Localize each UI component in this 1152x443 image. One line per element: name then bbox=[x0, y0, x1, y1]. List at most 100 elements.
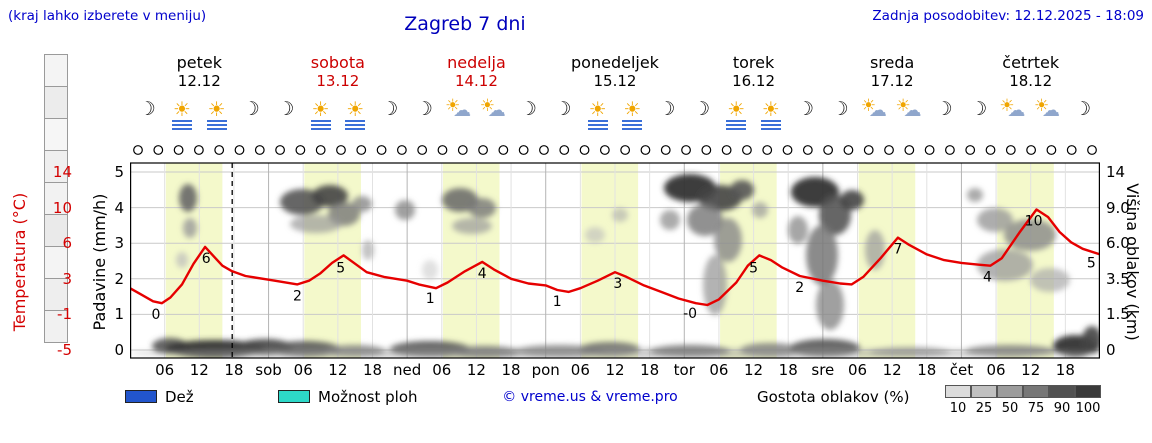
fog-lines-icon bbox=[587, 119, 608, 131]
time-tick-label: 12 bbox=[466, 361, 486, 379]
cloud-cover-marker bbox=[539, 145, 549, 155]
cloud-blob bbox=[176, 252, 188, 268]
moon-icon: ☽ bbox=[381, 98, 399, 120]
day-name: sobota bbox=[310, 53, 365, 72]
temperature-curve bbox=[130, 208, 1100, 307]
axis-tick-value: 10 bbox=[52, 198, 72, 217]
axis-tick-value: 6.0 bbox=[1106, 234, 1130, 253]
sun-cloud-icon: ☀ ☁ bbox=[860, 96, 887, 121]
temperature-colorbar-cell bbox=[44, 54, 68, 87]
cloud-cover-marker bbox=[417, 145, 428, 155]
moon-icon: ☽ bbox=[970, 98, 988, 120]
moon-icon: ☽ bbox=[415, 98, 433, 120]
day-date: 16.12 bbox=[732, 72, 776, 90]
sun-fog-icon: ☀ bbox=[338, 99, 372, 131]
cloud-blob bbox=[967, 188, 983, 202]
sun-cloud-icon: ☀ ☁ bbox=[445, 96, 472, 121]
cloud-blob bbox=[788, 216, 808, 244]
cloud-cover-marker bbox=[1005, 145, 1016, 155]
moon-icon: ☽ bbox=[935, 98, 953, 120]
temperature-colorbar-cell bbox=[44, 246, 68, 279]
cloud-cover-marker bbox=[478, 145, 488, 155]
day-name: četrtek bbox=[1002, 53, 1060, 72]
time-tick-label: 06 bbox=[432, 361, 452, 379]
cloud-blob bbox=[179, 184, 197, 212]
cloud-blob bbox=[730, 180, 754, 200]
time-tick-label: 06 bbox=[155, 361, 175, 379]
time-tick-label: 06 bbox=[293, 361, 313, 379]
moon-icon: ☽ bbox=[554, 98, 572, 120]
cloud-cover-marker bbox=[904, 145, 915, 155]
cloud-cover-marker bbox=[193, 145, 204, 155]
cloud-cover-marker bbox=[336, 145, 346, 155]
cloud-cover-marker bbox=[579, 145, 590, 155]
cloud-cover-marker bbox=[498, 145, 509, 155]
temperature-point-label: 2 bbox=[795, 280, 804, 296]
time-tick-label: 06 bbox=[709, 361, 729, 379]
cloud-blob bbox=[816, 280, 844, 330]
cloud-cover-marker bbox=[457, 145, 468, 155]
axis-tick-value: -5 bbox=[57, 341, 72, 359]
moon-icon: ☽ bbox=[693, 98, 711, 120]
sun-cloud-icon: ☀ ☁ bbox=[999, 96, 1026, 121]
temperature-colorbar-cell bbox=[44, 310, 68, 343]
temperature-colorbar-cell bbox=[44, 214, 68, 247]
cloud-cover-marker bbox=[721, 145, 732, 155]
sun-fog-icon: ☀ bbox=[200, 99, 234, 131]
axis-tick-value: 0 bbox=[1106, 341, 1116, 359]
cloud-blob bbox=[130, 348, 1100, 358]
moon-icon: ☽ bbox=[797, 98, 815, 120]
temperature-point-label: 7 bbox=[893, 242, 902, 258]
axis-tick-value: 14 bbox=[1106, 163, 1126, 181]
cloud-cover-marker bbox=[437, 145, 448, 155]
showers-legend-swatch bbox=[278, 390, 310, 403]
cloud-density-legend-label: Gostota oblakov (%) bbox=[757, 388, 910, 406]
sun-fog-icon: ☀ bbox=[304, 99, 338, 131]
cloud-cover-marker bbox=[518, 145, 529, 155]
temperature-point-label: 10 bbox=[1025, 213, 1043, 229]
temperature-point-label: 5 bbox=[336, 260, 345, 276]
cloud-cover-marker bbox=[620, 145, 631, 155]
time-tick-label: 06 bbox=[847, 361, 868, 379]
cloud-cover-marker bbox=[985, 145, 996, 155]
sun-fog-icon: ☀ bbox=[581, 99, 615, 131]
cloud-density-value: 90 bbox=[1053, 401, 1071, 416]
cloud-cover-marker bbox=[153, 145, 164, 155]
axis-tick-value: 0 bbox=[114, 341, 124, 359]
day-band bbox=[581, 163, 639, 358]
moon-icon: ☽ bbox=[138, 98, 156, 120]
day-date: 12.12 bbox=[177, 72, 221, 90]
axis-tick-value: 9.0 bbox=[1106, 198, 1130, 217]
moon-icon: ☽ bbox=[658, 98, 676, 120]
time-tick-label: ned bbox=[393, 361, 422, 379]
cloud-cover-marker bbox=[802, 145, 813, 155]
credit-link[interactable]: © vreme.us & vreme.pro bbox=[502, 389, 678, 405]
fog-lines-icon bbox=[726, 119, 747, 131]
cloud-cover-marker bbox=[396, 145, 407, 155]
cloud-blob bbox=[183, 218, 197, 238]
moon-icon: ☽ bbox=[1074, 98, 1092, 120]
cloud-cover-marker bbox=[559, 145, 570, 155]
cloud-cover-marker bbox=[681, 145, 691, 155]
cloud-density-swatch bbox=[1023, 385, 1049, 398]
temperature-point-label: 5 bbox=[749, 260, 758, 276]
cloud-cover-marker bbox=[1026, 145, 1037, 155]
time-tick-label: sre bbox=[811, 361, 835, 379]
showers-legend-label: Možnost ploh bbox=[318, 388, 418, 406]
time-tick-label: 12 bbox=[605, 361, 625, 379]
cloud-cover-marker bbox=[315, 145, 326, 155]
cloud-blob bbox=[752, 202, 768, 218]
meteogram-plot: 0 6 2 5 1 4 1 3 -0 5 2 7 4 10 5 bbox=[130, 145, 1100, 359]
cloud-density-swatch bbox=[1075, 385, 1101, 398]
axis-tick-value: 2 bbox=[114, 269, 124, 288]
cloud-density-value: 10 bbox=[949, 401, 967, 416]
cloud-cover-marker bbox=[924, 145, 935, 155]
temperature-axis-label: Temperatura (°C) bbox=[10, 192, 29, 332]
cloud-blob bbox=[977, 208, 1013, 232]
temperature-point-label: 4 bbox=[983, 270, 992, 286]
cloud-density-swatch bbox=[1049, 385, 1075, 398]
cloud-cover-marker bbox=[295, 145, 306, 155]
day-date: 15.12 bbox=[593, 72, 637, 90]
cloud-blob bbox=[395, 200, 415, 220]
cloud-blob bbox=[352, 196, 372, 212]
